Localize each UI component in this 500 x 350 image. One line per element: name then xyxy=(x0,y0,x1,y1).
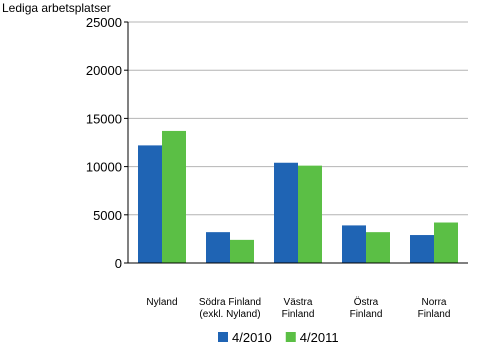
bar xyxy=(342,225,366,263)
bar xyxy=(274,162,298,263)
bar xyxy=(162,130,186,263)
legend-label: 4/2011 xyxy=(300,330,339,345)
bar xyxy=(366,232,390,263)
bar xyxy=(434,222,458,263)
legend-swatch xyxy=(218,332,228,342)
bar xyxy=(410,235,434,263)
y-tick-label: 20000 xyxy=(86,63,122,78)
bar xyxy=(138,145,162,263)
x-tick-label: Västra Finland xyxy=(282,297,315,320)
chart-title: Lediga arbetsplatser xyxy=(2,1,111,15)
x-tick-label: Norra Finland xyxy=(418,297,451,320)
y-tick-label: 15000 xyxy=(86,111,122,126)
y-tick-label: 10000 xyxy=(86,160,122,175)
legend-swatch xyxy=(285,332,296,342)
legend-label: 4/2010 xyxy=(232,330,272,345)
bar xyxy=(298,165,322,263)
x-tick-label: Nyland xyxy=(146,297,177,308)
bar xyxy=(206,232,230,263)
y-tick-label: 25000 xyxy=(86,15,122,30)
y-tick-label: 0 xyxy=(115,256,122,271)
bar xyxy=(230,239,254,263)
y-tick-label: 5000 xyxy=(93,208,122,223)
x-tick-label: Östra Finland xyxy=(350,296,383,320)
x-tick-label: Södra Finland (exkl. Nyland) xyxy=(199,297,261,320)
